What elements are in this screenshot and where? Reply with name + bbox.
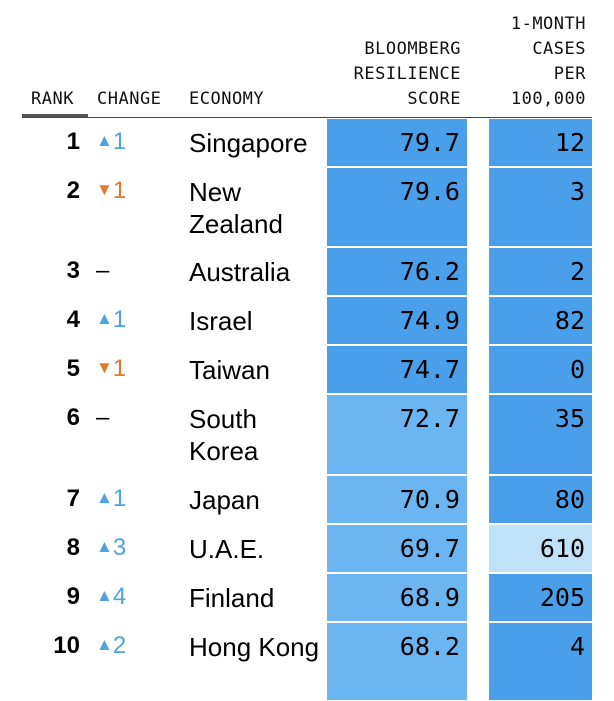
arrow-up-icon: ▲ xyxy=(96,586,113,605)
change-value: 1 xyxy=(112,355,127,382)
header-score-line-1: BLOOMBERG xyxy=(364,39,461,59)
table-row: 2 ▼1 New Zealand 79.6 3 xyxy=(0,168,614,247)
change-indicator: ▲1 xyxy=(96,306,126,334)
change-indicator: – xyxy=(96,257,109,285)
rank-value: 2 xyxy=(66,177,80,204)
score-cell: 79.7 xyxy=(327,119,467,166)
change-value: 1 xyxy=(112,306,127,333)
change-indicator: ▲4 xyxy=(96,583,126,611)
economy-name: Taiwan xyxy=(189,355,270,385)
header-cases-line-3: PER xyxy=(553,64,586,84)
economy-name: South Korea xyxy=(189,404,259,466)
change-indicator: ▲1 xyxy=(96,485,126,513)
header-change: CHANGE xyxy=(97,89,162,109)
arrow-down-icon: ▼ xyxy=(96,180,113,199)
header-cases-line-2: CASES xyxy=(532,39,586,59)
cases-cell: 35 xyxy=(489,395,592,474)
table-row: 10 ▲2 Hong Kong 68.2 4 xyxy=(0,623,614,701)
economy-name: Singapore xyxy=(189,128,308,158)
cases-cell: 82 xyxy=(489,297,592,344)
rank-value: 4 xyxy=(66,306,80,333)
cases-cell: 2 xyxy=(489,248,592,295)
header-score-line-3: SCORE xyxy=(407,89,461,109)
header-rule xyxy=(22,117,592,118)
table-row: 9 ▲4 Finland 68.9 205 xyxy=(0,574,614,622)
rank-sort-indicator xyxy=(22,114,88,118)
table-row: 5 ▼1 Taiwan 74.7 0 xyxy=(0,346,614,394)
table-row: 3– Australia 76.2 2 xyxy=(0,248,614,296)
arrow-up-icon: ▲ xyxy=(96,635,113,654)
rank-value: 1 xyxy=(66,128,80,155)
table-row: 6– South Korea 72.7 35 xyxy=(0,395,614,475)
rank-value: 7 xyxy=(66,485,80,512)
cases-cell: 80 xyxy=(489,476,592,523)
cases-cell: 610 xyxy=(489,525,592,572)
cases-cell: 3 xyxy=(489,168,592,246)
header-cases-line-1: 1-MONTH xyxy=(510,14,586,34)
change-value: 3 xyxy=(112,534,127,561)
table-row: 4 ▲1 Israel 74.9 82 xyxy=(0,297,614,345)
rank-value: 10 xyxy=(53,632,80,659)
change-indicator: ▲2 xyxy=(96,632,126,660)
change-indicator: ▼1 xyxy=(96,177,126,205)
rank-value: 3 xyxy=(66,257,80,284)
economy-name: Australia xyxy=(189,257,291,287)
change-indicator: ▲1 xyxy=(96,128,126,156)
arrow-down-icon: ▼ xyxy=(96,358,113,377)
cases-cell: 12 xyxy=(489,119,592,166)
score-cell: 70.9 xyxy=(327,476,467,523)
table-row: 7 ▲1 Japan 70.9 80 xyxy=(0,476,614,524)
score-cell: 74.7 xyxy=(327,346,467,393)
score-cell: 69.7 xyxy=(327,525,467,572)
change-value: – xyxy=(96,257,110,284)
change-value: 2 xyxy=(112,632,127,659)
cases-cell: 4 xyxy=(489,623,592,700)
score-cell: 68.9 xyxy=(327,574,467,621)
cases-cell: 0 xyxy=(489,346,592,393)
economy-name: Hong Kong xyxy=(189,632,320,662)
change-value: – xyxy=(96,404,110,431)
header-economy: ECONOMY xyxy=(189,89,265,109)
header-rank: RANK xyxy=(31,89,74,109)
arrow-up-icon: ▲ xyxy=(96,131,113,150)
rank-value: 9 xyxy=(66,583,80,610)
score-cell: 76.2 xyxy=(327,248,467,295)
economy-name: Japan xyxy=(189,485,260,515)
header-score: BLOOMBERG RESILIENCE SCORE xyxy=(320,37,461,112)
change-value: 1 xyxy=(112,485,127,512)
arrow-up-icon: ▲ xyxy=(96,309,113,328)
header-score-line-2: RESILIENCE xyxy=(353,64,461,84)
rank-value: 8 xyxy=(66,534,80,561)
change-value: 4 xyxy=(112,583,127,610)
rank-value: 5 xyxy=(66,355,80,382)
economy-name: U.A.E. xyxy=(189,534,265,564)
economy-name: New Zealand xyxy=(189,177,283,239)
score-cell: 79.6 xyxy=(327,168,467,246)
score-cell: 74.9 xyxy=(327,297,467,344)
economy-name: Finland xyxy=(189,583,275,613)
economy-name: Israel xyxy=(189,306,253,336)
score-cell: 72.7 xyxy=(327,395,467,474)
change-indicator: – xyxy=(96,404,109,432)
change-value: 1 xyxy=(112,177,127,204)
header-cases-line-4: 100,000 xyxy=(510,89,586,109)
header-cases: 1-MONTH CASES PER 100,000 xyxy=(480,12,586,112)
change-indicator: ▲3 xyxy=(96,534,126,562)
table-row: 8 ▲3 U.A.E. 69.7 610 xyxy=(0,525,614,573)
change-value: 1 xyxy=(112,128,127,155)
arrow-up-icon: ▲ xyxy=(96,488,113,507)
table-row: 1 ▲1 Singapore 79.7 12 xyxy=(0,119,614,167)
arrow-up-icon: ▲ xyxy=(96,537,113,556)
cases-cell: 205 xyxy=(489,574,592,621)
change-indicator: ▼1 xyxy=(96,355,126,383)
rank-value: 6 xyxy=(66,404,80,431)
score-cell: 68.2 xyxy=(327,623,467,700)
